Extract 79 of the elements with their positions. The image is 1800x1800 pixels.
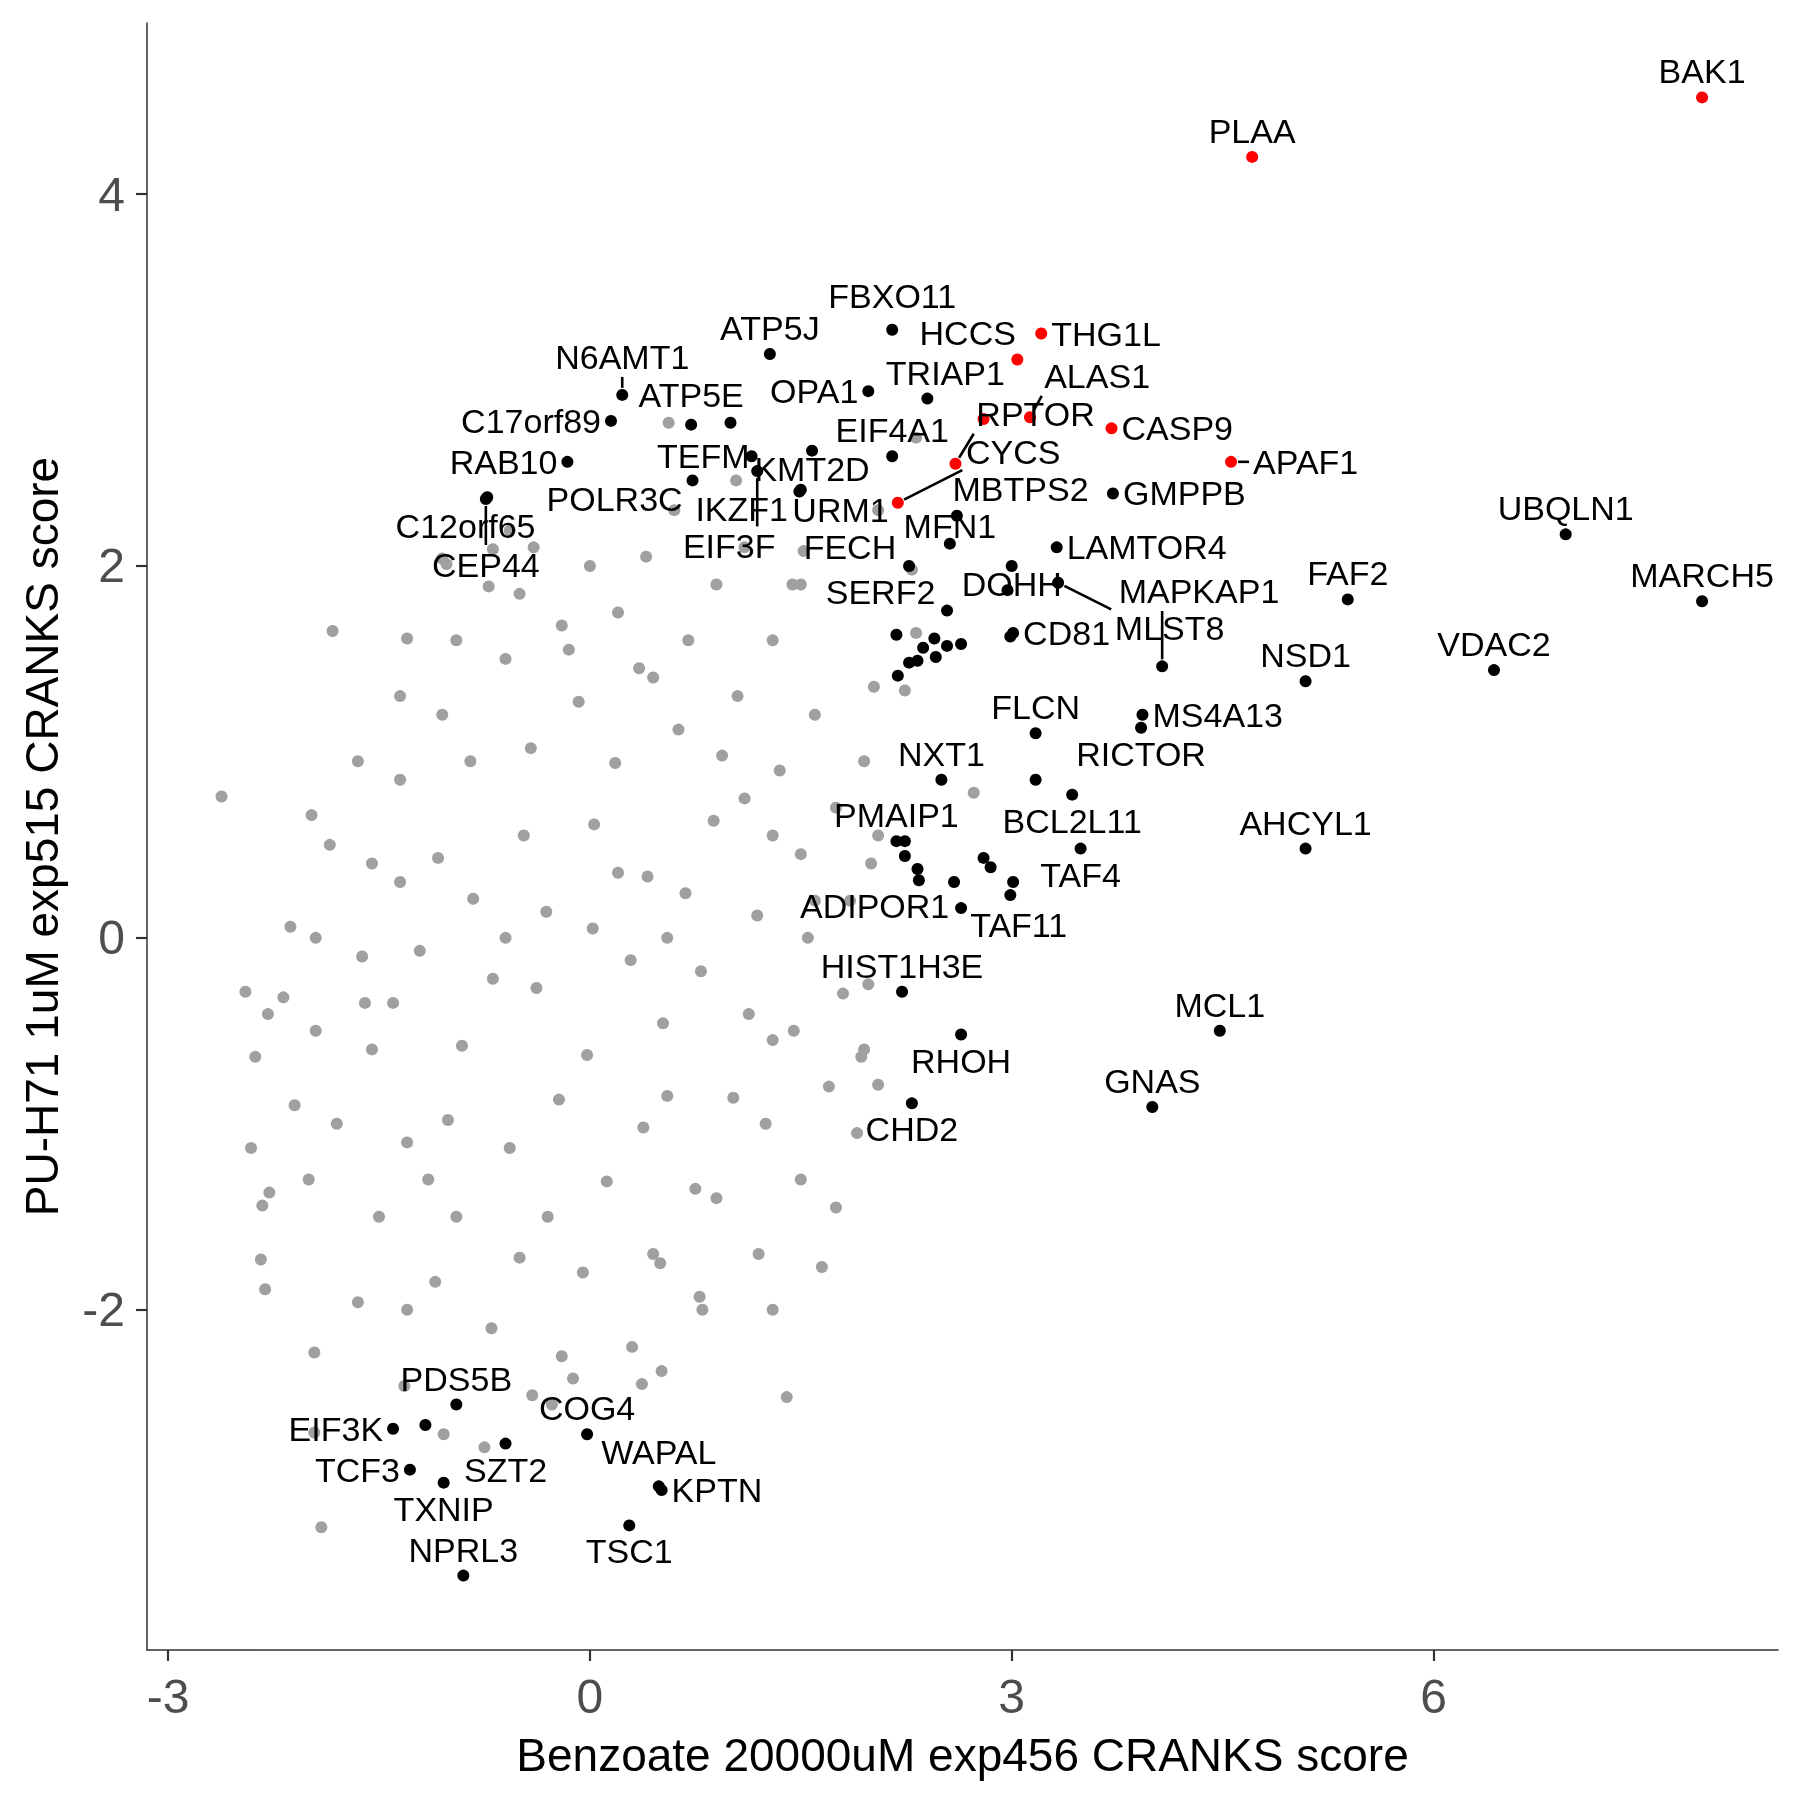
annotation: ATP5J bbox=[720, 308, 820, 347]
annotation: MBTPS2 bbox=[952, 469, 1089, 508]
y-tick-label: 0 bbox=[98, 911, 125, 965]
annotation: SERF2 bbox=[825, 572, 936, 611]
point bbox=[1696, 91, 1709, 104]
annotation: PDS5B bbox=[400, 1359, 513, 1398]
annotation: ADIPOR1 bbox=[799, 887, 950, 926]
annotation: RHOH bbox=[911, 1041, 1012, 1080]
annotation: LAMTOR4 bbox=[1066, 528, 1227, 567]
annotation: COG4 bbox=[538, 1389, 636, 1428]
annotation: TRIAP1 bbox=[885, 354, 1005, 393]
annotation: PLAA bbox=[1208, 111, 1296, 150]
annotation: MAPKAP1 bbox=[1118, 572, 1280, 611]
y-tick-label: -2 bbox=[82, 1283, 125, 1337]
annotation: RICTOR bbox=[1076, 734, 1206, 773]
annotation: GNAS bbox=[1104, 1062, 1201, 1101]
annotation: THG1L bbox=[1051, 314, 1161, 353]
annotation: HIST1H3E bbox=[820, 946, 984, 985]
y-tick-label: 2 bbox=[98, 539, 125, 593]
annotation: AHCYL1 bbox=[1239, 803, 1372, 842]
annotation: NPRL3 bbox=[408, 1530, 519, 1569]
annotation: OPA1 bbox=[770, 372, 859, 411]
x-axis-title: Benzoate 20000uM exp456 CRANKS score bbox=[516, 1729, 1409, 1781]
annotation: WAPAL bbox=[601, 1433, 717, 1472]
x-tick-label: 0 bbox=[576, 1669, 604, 1723]
x-tick-label: 3 bbox=[998, 1669, 1026, 1723]
annotation: PMAIP1 bbox=[834, 796, 959, 835]
annotation: UBQLN1 bbox=[1497, 489, 1634, 528]
annotation: NSD1 bbox=[1260, 636, 1351, 675]
annotation: TXNIP bbox=[393, 1489, 494, 1528]
annotation: POLR3C bbox=[546, 480, 683, 519]
annotation: RAB10 bbox=[449, 442, 558, 481]
annotation: FAF2 bbox=[1307, 554, 1389, 593]
annotation: GMPPB bbox=[1122, 474, 1246, 513]
annotation: N6AMT1 bbox=[555, 337, 690, 376]
annotation: BAK1 bbox=[1658, 52, 1746, 91]
annotation: BCL2L11 bbox=[1002, 801, 1142, 840]
x-tick-label: -3 bbox=[146, 1669, 190, 1723]
annotation: FLCN bbox=[991, 688, 1081, 727]
annotation: TSC1 bbox=[585, 1532, 673, 1571]
y-axis-title: PU-H71 1uM exp515 CRANKS score bbox=[16, 456, 68, 1217]
x-tick-label: 6 bbox=[1420, 1669, 1447, 1723]
point bbox=[1035, 327, 1048, 340]
annotation: TAF11 bbox=[970, 906, 1068, 945]
annotation: VDAC2 bbox=[1437, 625, 1551, 664]
annotation: CEP44 bbox=[431, 546, 540, 585]
annotation: CHD2 bbox=[865, 1110, 959, 1149]
annotation: KPTN bbox=[671, 1471, 763, 1510]
annotation: HCCS bbox=[919, 313, 1016, 352]
point bbox=[1105, 422, 1118, 435]
annotation: KMT2D bbox=[754, 449, 870, 488]
annotation: C17orf89 bbox=[461, 401, 601, 440]
annotation: SZT2 bbox=[463, 1450, 548, 1489]
annotation: URM1 bbox=[792, 490, 889, 529]
annotation: TCF3 bbox=[314, 1450, 400, 1489]
annotation: MARCH5 bbox=[1630, 556, 1774, 595]
annotation: CASP9 bbox=[1121, 409, 1234, 448]
annotation: TAF4 bbox=[1040, 855, 1121, 894]
annotation: NXT1 bbox=[897, 734, 985, 773]
point bbox=[1246, 150, 1259, 163]
annotation: MCL1 bbox=[1174, 985, 1266, 1024]
annotation: TEFM bbox=[657, 437, 750, 476]
annotation: APAF1 bbox=[1253, 442, 1359, 481]
annotation: FECH bbox=[803, 527, 897, 566]
annotation: EIF3F bbox=[682, 527, 776, 566]
y-tick-label: 4 bbox=[98, 167, 125, 221]
point bbox=[1011, 353, 1024, 366]
annotation: ALAS1 bbox=[1044, 357, 1151, 396]
annotation: EIF3K bbox=[288, 1409, 384, 1448]
annotation: CD81 bbox=[1023, 613, 1111, 652]
point bbox=[1225, 455, 1238, 468]
annotation: MS4A13 bbox=[1152, 695, 1283, 734]
annotation: ATP5E bbox=[638, 375, 744, 414]
annotation: FBXO11 bbox=[828, 276, 957, 315]
annotation: CYCS bbox=[965, 432, 1061, 471]
annotation: MFN1 bbox=[903, 506, 997, 545]
point bbox=[949, 457, 962, 470]
point bbox=[891, 496, 904, 509]
annotation: EIF4A1 bbox=[835, 411, 949, 450]
